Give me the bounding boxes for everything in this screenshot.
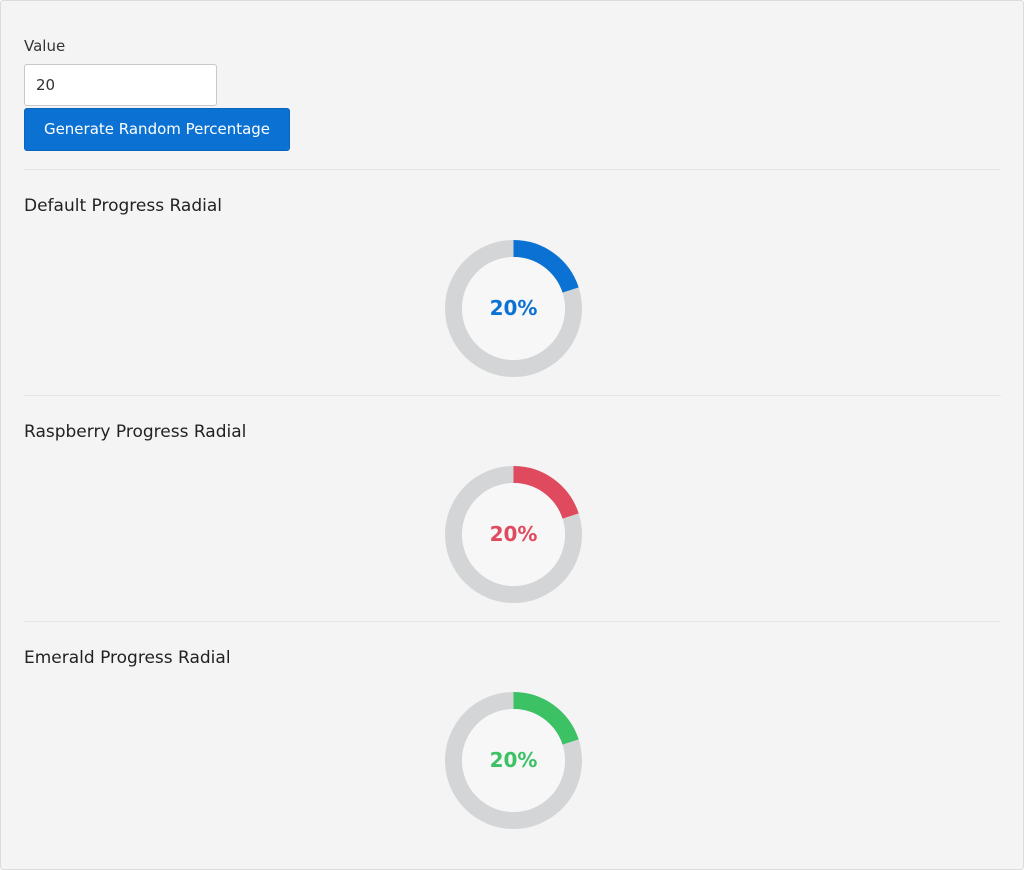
raspberry-radial-graphic xyxy=(445,466,582,603)
default-radial-center xyxy=(462,257,565,360)
default-radial-title: Default Progress Radial xyxy=(24,196,222,216)
default-radial-graphic xyxy=(445,240,582,377)
emerald-radial-title: Emerald Progress Radial xyxy=(24,648,231,668)
default-radial-progress-arc xyxy=(513,240,579,293)
value-input[interactable] xyxy=(24,64,217,106)
raspberry-radial-title: Raspberry Progress Radial xyxy=(24,422,247,442)
emerald-radial-progress-arc xyxy=(513,692,579,745)
generate-random-percentage-button[interactable]: Generate Random Percentage xyxy=(24,108,290,151)
raspberry-radial-progress-arc xyxy=(513,466,579,519)
raspberry-radial-center xyxy=(462,483,565,586)
emerald-radial-center xyxy=(462,709,565,812)
default-progress-radial: 20% xyxy=(445,240,582,377)
value-label: Value xyxy=(24,37,66,55)
emerald-radial-graphic xyxy=(445,692,582,829)
divider xyxy=(24,169,1001,170)
divider xyxy=(24,395,1001,396)
raspberry-progress-radial: 20% xyxy=(445,466,582,603)
emerald-radial-percent-label: 20% xyxy=(489,748,538,772)
default-radial-percent-label: 20% xyxy=(489,296,538,320)
emerald-progress-radial: 20% xyxy=(445,692,582,829)
raspberry-radial-percent-label: 20% xyxy=(489,522,538,546)
divider xyxy=(24,621,1001,622)
